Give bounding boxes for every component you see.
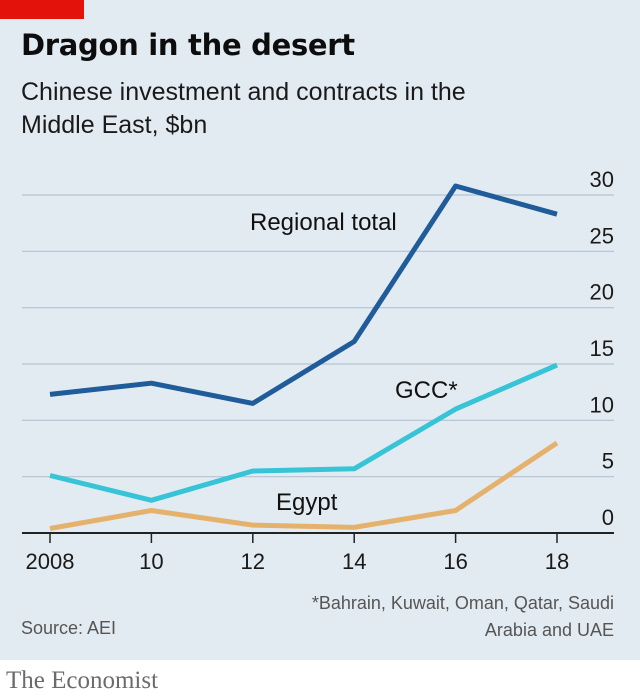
y-tick-label-5: 5 xyxy=(602,449,614,474)
x-tick-label-2010: 10 xyxy=(139,549,163,574)
chart-title: Dragon in the desert xyxy=(21,28,355,62)
footnote: *Bahrain, Kuwait, Oman, Qatar, Saudi Ara… xyxy=(311,593,614,640)
chart-subtitle: Chinese investment and contracts in the … xyxy=(21,78,466,139)
gridlines xyxy=(22,194,614,478)
x-axis xyxy=(22,532,614,543)
series-line-regional-total xyxy=(49,183,558,406)
brand-red-tag xyxy=(0,0,84,19)
series-label-gcc: GCC* xyxy=(395,377,458,404)
y-tick-labels: 0 5 10 15 20 25 30 xyxy=(590,167,614,530)
publisher-logo-text: The Economist xyxy=(6,667,159,694)
x-tick-label-2016: 16 xyxy=(443,549,467,574)
x-tick-label-2008: 2008 xyxy=(26,549,75,574)
y-tick-label-20: 20 xyxy=(590,280,614,305)
line-chart: 0 5 10 15 20 25 30 2008 10 12 14 16 18 Regional tot… xyxy=(22,167,614,574)
y-tick-label-30: 30 xyxy=(590,167,614,192)
series-lines xyxy=(49,183,559,531)
series-label-regional-total: Regional total xyxy=(250,209,397,236)
series-label-egypt: Egypt xyxy=(276,489,338,516)
x-tick-label-2018: 18 xyxy=(545,549,569,574)
source-note: Source: AEI xyxy=(21,618,117,638)
x-tick-label-2012: 12 xyxy=(241,549,265,574)
series-labels: Regional total GCC* Egypt xyxy=(250,209,458,516)
series-line-egypt xyxy=(49,440,559,531)
y-tick-label-25: 25 xyxy=(590,223,614,248)
y-tick-label-10: 10 xyxy=(590,392,614,417)
x-tick-label-2014: 14 xyxy=(342,549,366,574)
y-tick-label-0: 0 xyxy=(602,505,614,530)
y-tick-label-15: 15 xyxy=(590,336,614,361)
chart-panel: Dragon in the desert Chinese investment … xyxy=(0,0,640,660)
x-tick-labels: 2008 10 12 14 16 18 xyxy=(26,549,570,574)
series-line-gcc xyxy=(49,362,558,503)
